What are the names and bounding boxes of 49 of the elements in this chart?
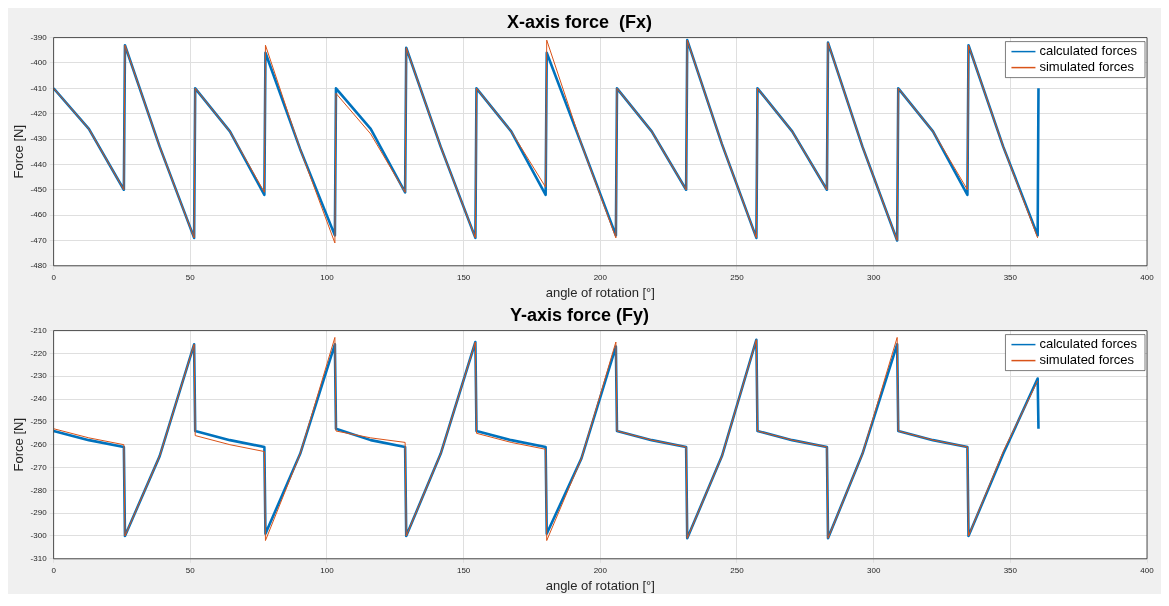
y-tick-label: -220	[30, 348, 48, 358]
y-tick-label: -430	[30, 134, 48, 144]
y-tick-label: -420	[30, 108, 48, 118]
y-tick-label: -250	[30, 417, 48, 427]
x-tick-label: 300	[866, 272, 881, 282]
x-tick-label: 0	[51, 565, 57, 575]
y-tick-label: -270	[30, 462, 48, 472]
x-tick-label: 350	[1003, 272, 1018, 282]
x-tick-label: 300	[866, 565, 881, 575]
x-tick-label: 50	[185, 272, 196, 282]
y-tick-label: -290	[30, 508, 48, 518]
y-tick-label: -300	[30, 531, 48, 541]
x-tick-label: 250	[730, 272, 745, 282]
y-tick-label: -450	[30, 184, 48, 194]
y-tick-label: -410	[30, 83, 48, 93]
x-tick-label: 100	[320, 272, 335, 282]
x-tick-label: 350	[1003, 565, 1018, 575]
y-axis-title: Force [N]	[11, 124, 27, 179]
legend-label: calculated forces	[1039, 43, 1138, 59]
y-tick-label: -390	[30, 32, 48, 42]
y-tick-label: -400	[30, 58, 48, 68]
y-tick-label: -230	[30, 371, 48, 381]
x-tick-label: 200	[593, 565, 608, 575]
x-tick-label: 150	[456, 272, 471, 282]
y-tick-label: -260	[30, 439, 48, 449]
y-tick-label: -210	[30, 325, 48, 335]
y-tick-label: -280	[30, 485, 48, 495]
legend-label: simulated forces	[1039, 352, 1135, 368]
y-tick-label: -460	[30, 210, 48, 220]
x-tick-label: 100	[320, 565, 335, 575]
x-tick-label: 50	[185, 565, 196, 575]
y-tick-label: -310	[30, 554, 48, 563]
legend-label: simulated forces	[1039, 59, 1135, 75]
x-tick-label: 400	[1140, 272, 1155, 282]
chart-title: Y-axis force (Fy)	[509, 304, 650, 325]
x-tick-label: 200	[593, 272, 608, 282]
x-axis-title: angle of rotation [°]	[545, 284, 655, 300]
chart-title: X-axis force (Fx)	[506, 11, 653, 32]
x-tick-label: 150	[456, 565, 471, 575]
y-tick-label: -480	[30, 261, 48, 270]
x-axis-title: angle of rotation [°]	[545, 577, 655, 593]
x-tick-label: 400	[1140, 565, 1155, 575]
legend-label: calculated forces	[1039, 336, 1138, 352]
x-tick-label: 250	[730, 565, 745, 575]
y-tick-label: -470	[30, 235, 48, 245]
x-tick-label: 0	[51, 272, 57, 282]
y-tick-label: -240	[30, 394, 48, 404]
y-tick-label: -440	[30, 159, 48, 169]
y-axis-title: Force [N]	[11, 417, 27, 472]
